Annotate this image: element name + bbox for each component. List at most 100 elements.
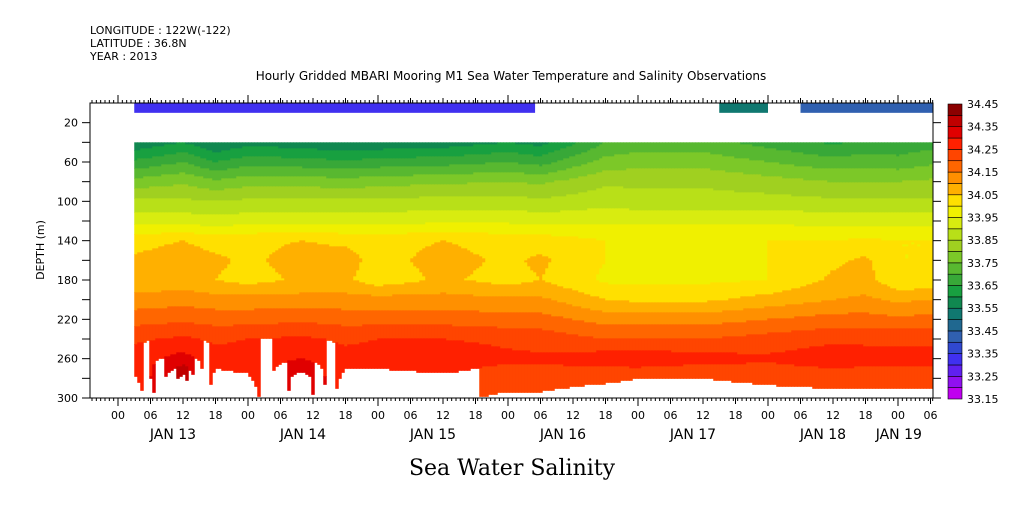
heatmap-cell	[221, 226, 225, 235]
heatmap-cell	[356, 294, 360, 311]
heatmap-cell	[326, 168, 330, 179]
heatmap-cell	[902, 346, 906, 367]
heatmap-cell	[560, 148, 564, 161]
heatmap-cell	[455, 310, 459, 327]
heatmap-cell	[794, 240, 798, 289]
x-tick-label: 06	[144, 409, 158, 422]
heatmap-cell	[674, 152, 678, 169]
heatmap-cell	[767, 176, 771, 195]
heatmap-cell	[341, 326, 345, 345]
heatmap-cell	[782, 210, 786, 225]
heatmap-cell	[743, 354, 747, 365]
heatmap-cell	[713, 364, 717, 381]
heatmap-cell	[170, 142, 174, 145]
heatmap-cell	[542, 154, 546, 165]
heatmap-cell	[641, 152, 645, 169]
heatmap-cell	[155, 248, 159, 293]
heatmap-cell	[617, 324, 621, 339]
heatmap-cell	[368, 212, 372, 225]
heatmap-cell	[569, 194, 573, 211]
heatmap-cell	[512, 312, 516, 329]
heatmap-cell	[854, 366, 858, 389]
heatmap-cell	[305, 158, 309, 169]
heatmap-cell	[200, 308, 204, 325]
heatmap-cell	[539, 142, 543, 147]
heatmap-cell	[848, 182, 852, 199]
heatmap-cell	[431, 166, 435, 175]
heatmap-cell	[326, 292, 330, 309]
heatmap-cell	[140, 178, 144, 189]
heatmap-cell	[896, 212, 900, 227]
heatmap-cell	[554, 316, 558, 333]
heatmap-cell	[470, 174, 474, 183]
heatmap-cell	[815, 282, 819, 303]
heatmap-cell	[647, 338, 651, 351]
heatmap-cell	[836, 268, 840, 299]
heatmap-cell	[632, 168, 636, 189]
heatmap-cell	[512, 142, 516, 153]
heatmap-cell	[881, 142, 885, 155]
heatmap-cell	[866, 198, 870, 213]
heatmap-cell	[875, 366, 879, 389]
heatmap-cell	[431, 148, 435, 157]
heatmap-cell	[311, 338, 315, 363]
heatmap-cell	[656, 338, 660, 351]
heatmap-cell	[158, 224, 162, 235]
heatmap-cell	[650, 302, 654, 313]
heatmap-cell	[782, 318, 786, 333]
heatmap-cell	[593, 148, 597, 161]
heatmap-cell	[284, 212, 288, 225]
heatmap-cell	[893, 288, 897, 303]
heatmap-cell	[134, 160, 138, 169]
heatmap-cell	[923, 240, 927, 289]
heatmap-cell	[428, 338, 432, 373]
heatmap-cell	[230, 342, 234, 371]
heatmap-cell	[806, 212, 810, 227]
heatmap-cell	[764, 176, 768, 195]
heatmap-cell	[305, 292, 309, 309]
heatmap-cell	[842, 182, 846, 199]
heatmap-cell	[470, 280, 474, 295]
heatmap-cell	[881, 240, 885, 285]
heatmap-cell	[689, 284, 693, 303]
heatmap-cell	[203, 214, 207, 227]
heatmap-cell	[290, 148, 294, 159]
heatmap-cell	[689, 324, 693, 339]
heatmap-cell	[716, 364, 720, 381]
heatmap-cell	[329, 292, 333, 309]
heatmap-cell	[179, 184, 183, 199]
heatmap-cell	[638, 302, 642, 313]
heatmap-cell	[236, 340, 240, 373]
heatmap-cell	[752, 174, 756, 193]
heatmap-cell	[413, 174, 417, 185]
heatmap-cell	[248, 324, 252, 339]
heatmap-cell	[320, 232, 324, 245]
heatmap-cell	[287, 232, 291, 245]
heatmap-cell	[587, 190, 591, 209]
heatmap-cell	[263, 324, 267, 339]
heatmap-cell	[365, 142, 369, 151]
heatmap-cell	[518, 296, 522, 313]
heatmap-cell	[752, 160, 756, 175]
heatmap-cell	[845, 212, 849, 227]
heatmap-cell	[218, 142, 222, 153]
heatmap-cell	[134, 254, 138, 293]
heatmap-cell	[371, 142, 375, 151]
heatmap-cell	[206, 308, 210, 325]
heatmap-cell	[506, 348, 510, 365]
heatmap-cell	[770, 224, 774, 241]
heatmap-cell	[821, 300, 825, 315]
heatmap-cell	[338, 212, 342, 225]
heatmap-cell	[389, 296, 393, 311]
heatmap-cell	[338, 246, 342, 293]
heatmap-cell	[905, 168, 909, 181]
heatmap-cell	[827, 144, 831, 157]
heatmap-cell	[512, 364, 516, 393]
heatmap-cell	[275, 280, 279, 295]
heatmap-cell	[572, 156, 576, 167]
heatmap-cell	[161, 146, 165, 157]
heatmap-cell	[335, 168, 339, 179]
heatmap-cell	[290, 322, 294, 337]
heatmap-cell	[311, 158, 315, 169]
heatmap-cell	[521, 196, 525, 211]
